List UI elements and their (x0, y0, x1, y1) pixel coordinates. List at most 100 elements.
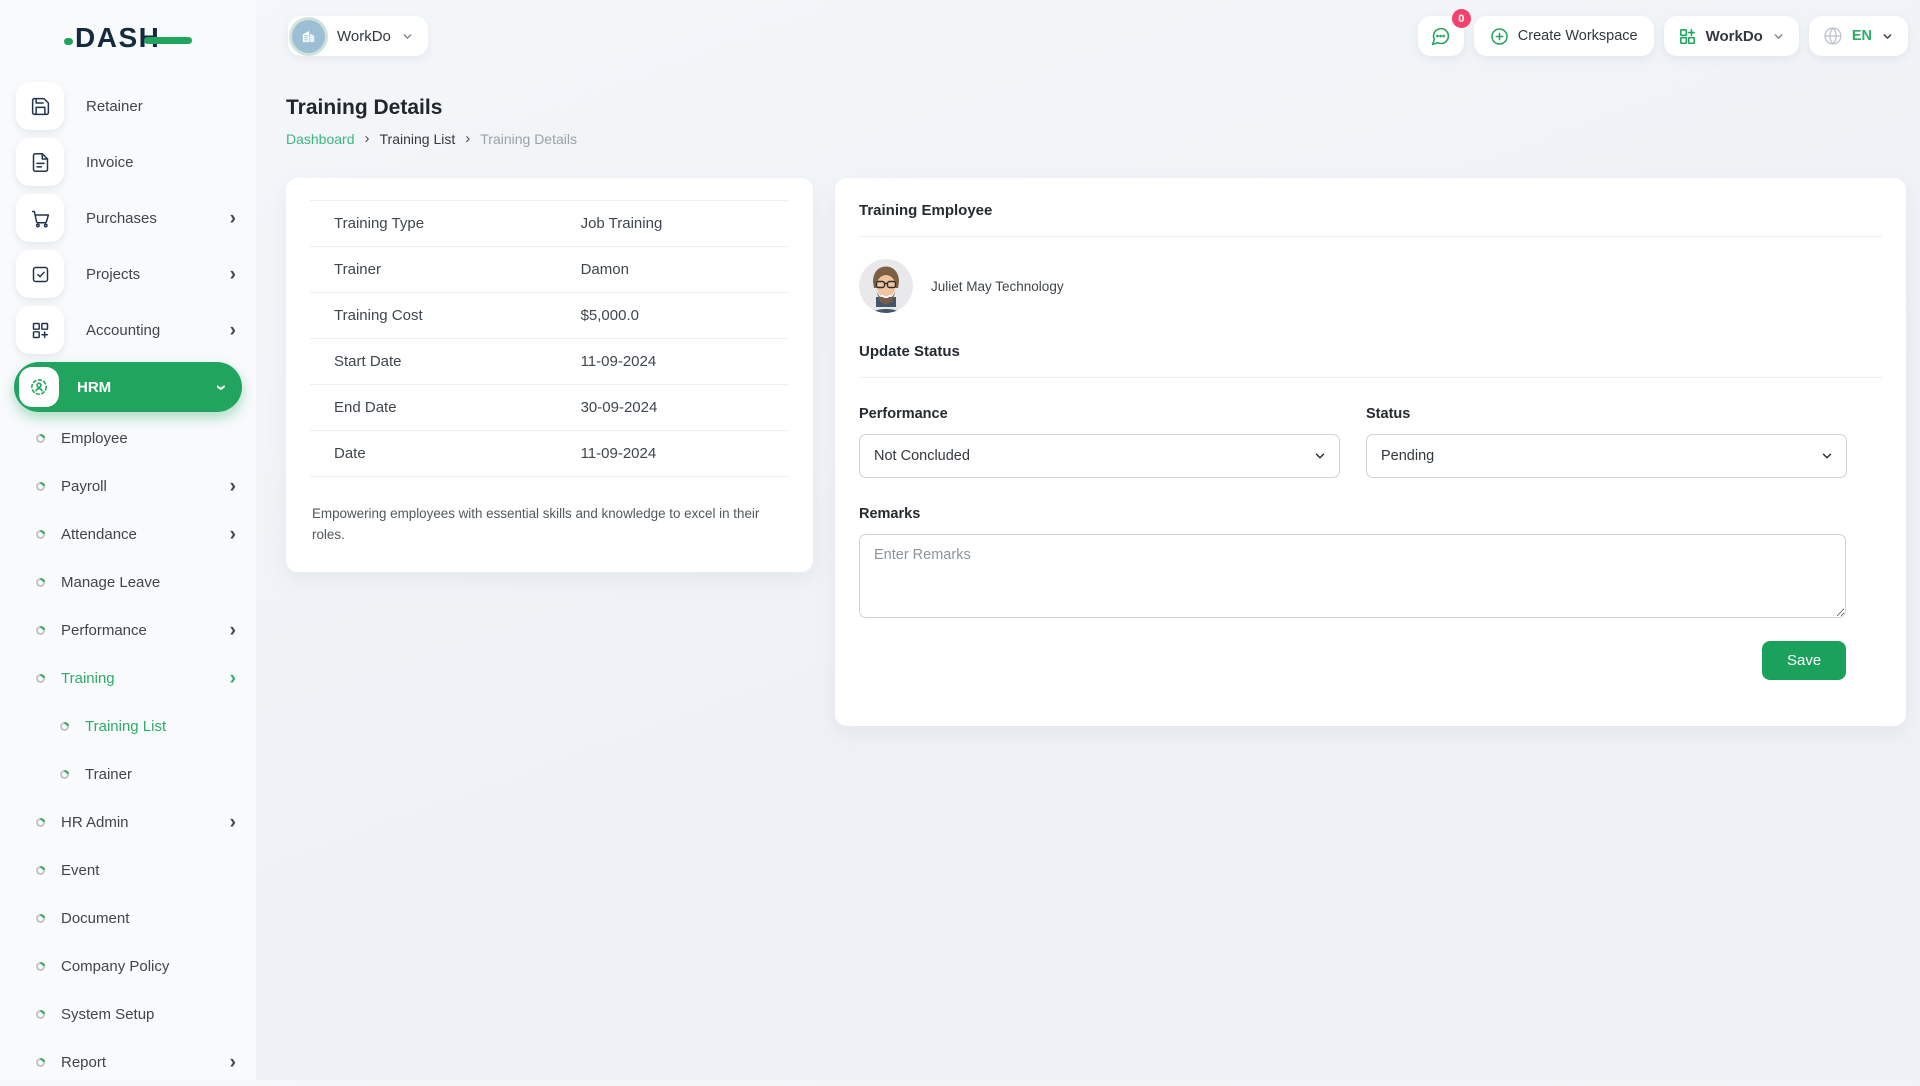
bullet-icon (34, 864, 47, 877)
divider (859, 236, 1882, 237)
row-label: Training Cost (310, 293, 571, 339)
shopping-cart-icon (16, 194, 64, 242)
sidebar-item-label: HRM (77, 379, 218, 396)
workdo-apps-dropdown[interactable]: WorkDo (1664, 16, 1799, 56)
bullet-icon (34, 816, 47, 829)
table-row: Date 11-09-2024 (310, 431, 789, 477)
row-label: Start Date (310, 339, 571, 385)
row-label: Training Type (310, 201, 571, 247)
row-label: Date (310, 431, 571, 477)
row-label: End Date (310, 385, 571, 431)
main-content: Training Details Dashboard › Training Li… (256, 72, 1920, 1080)
plus-circle-icon (1490, 27, 1509, 46)
sidebar-item-accounting[interactable]: Accounting › (16, 306, 242, 354)
breadcrumb: Dashboard › Training List › Training Det… (286, 130, 577, 147)
employee-name: Juliet May Technology (931, 279, 1064, 294)
workspace-switcher[interactable]: WorkDo (288, 16, 428, 56)
chevron-right-icon: › (230, 321, 236, 340)
messages-button[interactable]: 0 (1418, 16, 1464, 56)
bullet-icon (58, 720, 71, 733)
sidebar-item-payroll[interactable]: Payroll › (0, 462, 256, 510)
breadcrumb-current: Training Details (480, 131, 577, 147)
chevron-down-icon: › (211, 384, 230, 390)
grid-plus-icon (16, 306, 64, 354)
sidebar-item-invoice[interactable]: Invoice (16, 138, 242, 186)
sidebar-item-system-setup[interactable]: System Setup (0, 990, 256, 1038)
employee-section-title: Training Employee (859, 202, 1882, 219)
employee-row: Juliet May Technology (859, 259, 1882, 313)
row-value: 30-09-2024 (571, 385, 789, 431)
row-value: $5,000.0 (571, 293, 789, 339)
create-workspace-button[interactable]: Create Workspace (1474, 16, 1654, 56)
row-value: Job Training (571, 201, 789, 247)
sidebar-item-hrm[interactable]: HRM › (14, 362, 242, 412)
sidebar-item-retainer[interactable]: Retainer (16, 82, 242, 130)
sidebar-item-training[interactable]: Training › (0, 654, 256, 702)
sidebar-item-label: Projects (86, 266, 230, 283)
bullet-icon (34, 480, 47, 493)
sidebar-item-label: Retainer (86, 98, 242, 115)
breadcrumb-dashboard-link[interactable]: Dashboard (286, 131, 355, 147)
hrm-people-icon (19, 367, 59, 407)
table-row: Training Cost $5,000.0 (310, 293, 789, 339)
page-title: Training Details (286, 96, 442, 120)
bullet-icon (34, 912, 47, 925)
sidebar-item-training-list[interactable]: Training List (0, 702, 256, 750)
chevron-down-icon (1881, 30, 1894, 43)
employee-avatar (859, 259, 913, 313)
chat-bubble-icon (1430, 26, 1451, 47)
bullet-icon (34, 576, 47, 589)
bullet-icon (34, 1056, 47, 1069)
language-selector[interactable]: EN (1809, 16, 1908, 56)
sidebar-item-event[interactable]: Event (0, 846, 256, 894)
chevron-separator-icon: › (365, 130, 370, 147)
training-employee-card: Training Employee (835, 178, 1906, 726)
sidebar-item-employee[interactable]: Employee (0, 414, 256, 462)
sidebar: Retainer Invoice Purchases › Projects › … (0, 0, 256, 1080)
chevron-down-icon (401, 30, 414, 43)
sidebar-item-manage-leave[interactable]: Manage Leave (0, 558, 256, 606)
breadcrumb-training-list-link[interactable]: Training List (380, 131, 456, 147)
chevron-right-icon: › (230, 669, 236, 688)
table-row: Start Date 11-09-2024 (310, 339, 789, 385)
table-row: Training Type Job Training (310, 201, 789, 247)
save-button[interactable]: Save (1762, 641, 1846, 680)
sidebar-item-projects[interactable]: Projects › (16, 250, 242, 298)
sidebar-item-label: Accounting (86, 322, 230, 339)
performance-select[interactable]: Not Concluded (859, 434, 1340, 478)
sidebar-item-hr-admin[interactable]: HR Admin › (0, 798, 256, 846)
sidebar-item-trainer[interactable]: Trainer (0, 750, 256, 798)
chevron-right-icon: › (230, 525, 236, 544)
remarks-textarea[interactable] (859, 534, 1846, 618)
chevron-right-icon: › (230, 265, 236, 284)
training-details-table: Training Type Job Training Trainer Damon… (310, 200, 789, 477)
sidebar-item-attendance[interactable]: Attendance › (0, 510, 256, 558)
bullet-icon (34, 672, 47, 685)
table-row: End Date 30-09-2024 (310, 385, 789, 431)
chevron-right-icon: › (230, 621, 236, 640)
update-status-title: Update Status (859, 343, 1882, 360)
bullet-icon (34, 1008, 47, 1021)
remarks-label: Remarks (859, 506, 1846, 522)
sidebar-item-document[interactable]: Document (0, 894, 256, 942)
chevron-right-icon: › (230, 813, 236, 832)
sidebar-item-report[interactable]: Report › (0, 1038, 256, 1086)
training-details-card: Training Type Job Training Trainer Damon… (286, 178, 813, 572)
notification-badge: 0 (1452, 9, 1471, 28)
sidebar-item-label: Purchases (86, 210, 230, 227)
save-disk-icon (16, 82, 64, 130)
sidebar-item-company-policy[interactable]: Company Policy (0, 942, 256, 990)
status-select[interactable]: Pending (1366, 434, 1847, 478)
bullet-icon (34, 432, 47, 445)
sidebar-item-performance[interactable]: Performance › (0, 606, 256, 654)
bullet-icon (34, 624, 47, 637)
workspace-name: WorkDo (337, 28, 391, 45)
sidebar-item-purchases[interactable]: Purchases › (16, 194, 242, 242)
training-description: Empowering employees with essential skil… (312, 503, 764, 546)
remarks-block: Remarks (859, 506, 1846, 623)
chevron-right-icon: › (230, 209, 236, 228)
row-value: 11-09-2024 (571, 339, 789, 385)
chevron-down-icon (1772, 30, 1785, 43)
table-row: Trainer Damon (310, 247, 789, 293)
dash-logo[interactable]: DASH (64, 19, 192, 53)
